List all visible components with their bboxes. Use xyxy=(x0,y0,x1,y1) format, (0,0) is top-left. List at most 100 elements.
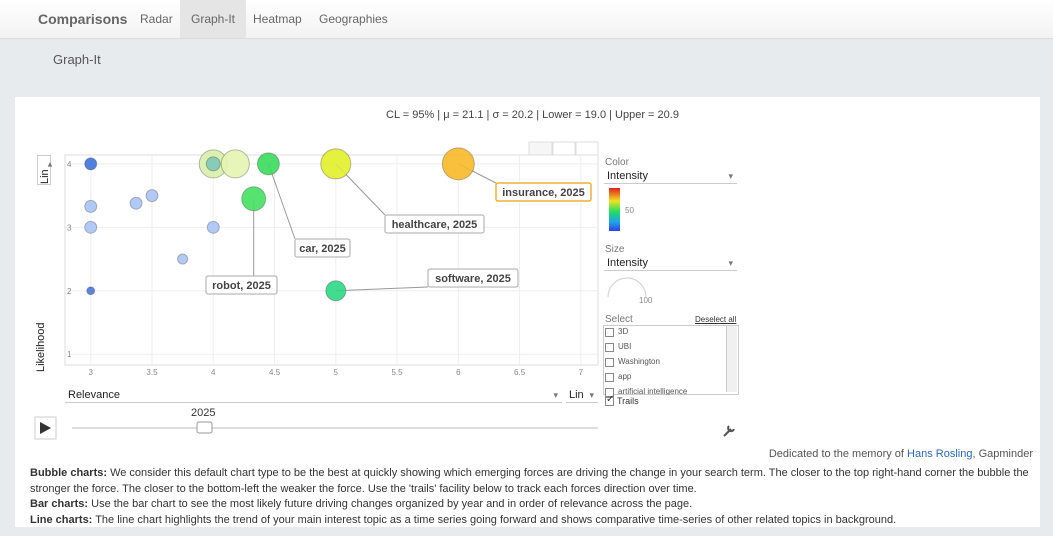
color-select[interactable]: Intensity xyxy=(604,169,737,184)
bubble xyxy=(241,186,267,212)
item-label[interactable]: 3D xyxy=(618,327,629,336)
bubble xyxy=(256,152,280,176)
bubble xyxy=(205,156,221,172)
color-legend xyxy=(609,188,620,231)
bubble xyxy=(129,196,143,210)
y-scale-select[interactable]: Lin xyxy=(37,155,51,185)
credit: Dedicated to the memory of Hans Rosling,… xyxy=(769,448,1033,460)
item-checkbox[interactable] xyxy=(605,358,614,367)
note-text: Use the bar chart to see the most likely… xyxy=(88,498,693,510)
bubble-label: software, 2025 xyxy=(435,273,511,285)
y-tick-label: 2 xyxy=(67,287,72,296)
bubble-label-box xyxy=(294,238,351,258)
note-text: We consider this default chart type to b… xyxy=(30,467,1029,495)
x-tick-label: 4.5 xyxy=(269,368,281,377)
x-tick-label: 7 xyxy=(579,368,584,377)
note: Line charts: The line chart highlights t… xyxy=(30,513,1040,529)
bubble-button[interactable] xyxy=(528,141,553,156)
item-checkbox[interactable] xyxy=(605,328,614,337)
credit-link[interactable]: Hans Rosling xyxy=(907,448,973,460)
timeline-handle[interactable] xyxy=(196,421,213,434)
trails-label[interactable]: Trails xyxy=(617,396,639,406)
label-connector xyxy=(267,163,296,240)
note-text: The line chart highlights the trend of y… xyxy=(92,513,897,526)
x-axis-select[interactable]: Relevance xyxy=(65,388,562,403)
trails-checkbox[interactable] xyxy=(605,397,614,406)
x-tick-label: 3.5 xyxy=(146,368,158,377)
size-legend xyxy=(607,277,647,298)
select-title: Select xyxy=(605,314,633,325)
bubble xyxy=(86,286,96,296)
top-nav: Comparisons Radar Graph-It Heatmap Geogr… xyxy=(0,0,1053,39)
bar-button[interactable] xyxy=(552,141,576,156)
x-tick-label: 4 xyxy=(211,368,216,377)
settings-icon[interactable] xyxy=(723,425,735,437)
color-mid-label: 50 xyxy=(625,206,634,215)
note-lead: Bar charts: xyxy=(30,498,89,510)
size-title: Size xyxy=(605,244,625,255)
bubble xyxy=(441,147,475,181)
x-scale-select[interactable]: Lin xyxy=(566,388,598,403)
nav-tab[interactable]: Geographies xyxy=(319,12,388,26)
note-lead: Bubble charts: xyxy=(30,467,108,479)
y-tick-label: 1 xyxy=(67,350,72,359)
x-tick-label: 5 xyxy=(334,368,339,377)
x-tick-label: 6 xyxy=(456,368,461,377)
bubble xyxy=(84,220,98,234)
bubble-label: insurance, 2025 xyxy=(502,187,585,199)
nav-tab[interactable]: Radar xyxy=(140,12,173,26)
brand[interactable]: Comparisons xyxy=(38,11,128,27)
nav-tab[interactable]: Heatmap xyxy=(253,12,302,26)
plot: 3 3.5 4 4.5 5 5.5 6 6.5 7 1 2 3 4 insurance, 2025 heal… xyxy=(65,147,598,377)
y-tick-label: 4 xyxy=(67,160,72,169)
item-checkbox[interactable] xyxy=(605,373,614,382)
bubble xyxy=(145,189,159,203)
line-button[interactable] xyxy=(575,141,599,156)
timeline-year: 2025 xyxy=(191,407,216,419)
bubble xyxy=(220,149,250,179)
color-title: Color xyxy=(605,157,629,168)
item-checkbox[interactable] xyxy=(605,343,614,352)
y-axis-select[interactable]: Likelihood xyxy=(35,322,47,372)
bubble-label-box xyxy=(205,275,278,295)
stats: CL = 95% | μ = 21.1 | σ = 20.2 | Lower =… xyxy=(386,109,679,121)
size-select[interactable]: Intensity xyxy=(604,256,737,271)
bubble xyxy=(320,148,352,180)
item-label[interactable]: UBI xyxy=(618,342,632,351)
size-max-label: 100 xyxy=(639,296,653,305)
bubble-label: robot, 2025 xyxy=(212,280,271,292)
note-lead: Line charts: xyxy=(30,513,93,526)
play-icon xyxy=(40,422,51,434)
bubble-label-box xyxy=(384,214,485,234)
x-tick-label: 3 xyxy=(89,368,94,377)
bubble-label-box xyxy=(427,268,519,288)
item-label[interactable]: artificial intelligence xyxy=(618,387,688,395)
bubble xyxy=(325,280,347,302)
page-title: Graph-It xyxy=(53,52,101,67)
bubble xyxy=(177,253,189,265)
note: Bubble charts: We consider this default … xyxy=(30,466,1040,497)
chart-type-buttons[interactable] xyxy=(528,141,599,156)
item-checkbox[interactable] xyxy=(605,388,614,397)
credit-suffix: , Gapminder xyxy=(972,448,1033,460)
bubble xyxy=(206,220,220,234)
deselect-all[interactable]: Deselect all xyxy=(695,315,737,324)
label-connector xyxy=(335,286,429,292)
bubble-label: healthcare, 2025 xyxy=(392,219,478,231)
bubble xyxy=(84,199,98,213)
scrollbar[interactable] xyxy=(726,326,737,392)
x-tick-label: 5.5 xyxy=(391,368,403,377)
note: Bar charts: Use the bar chart to see the… xyxy=(30,497,1040,513)
select-list xyxy=(603,325,739,395)
item-label[interactable]: Washington xyxy=(618,357,660,366)
y-tick-label: 3 xyxy=(67,223,72,232)
nav-tab[interactable]: Graph-It xyxy=(180,0,247,38)
bubble-label-box xyxy=(495,182,592,202)
x-tick-label: 6.5 xyxy=(514,368,526,377)
trails-check: ✓ xyxy=(606,394,615,405)
item-label[interactable]: app xyxy=(618,372,632,381)
credit-prefix: Dedicated to the memory of xyxy=(768,448,908,460)
notes: Bubble charts: We consider this default … xyxy=(30,466,1040,528)
